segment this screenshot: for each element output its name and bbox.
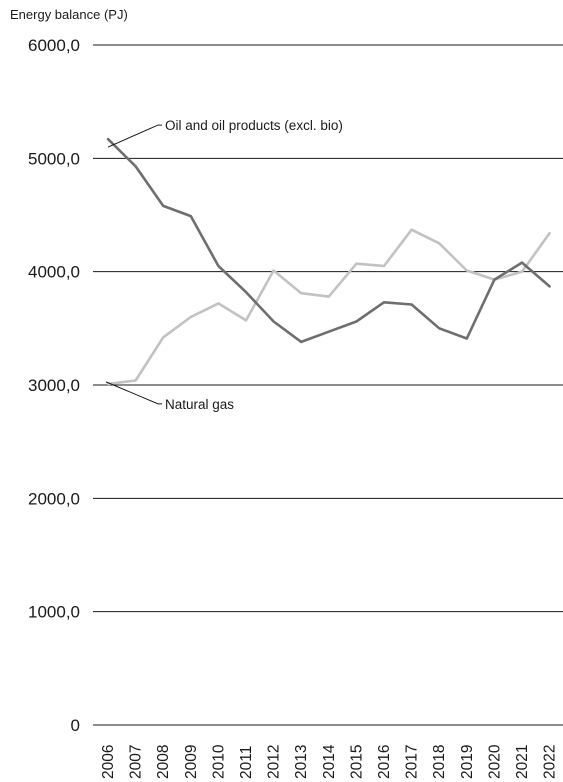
x-tick-label: 2008 — [155, 745, 172, 779]
y-tick-label: 5000,0 — [28, 149, 80, 168]
x-tick-label: 2009 — [183, 745, 200, 779]
y-tick-label: 0 — [71, 716, 80, 735]
series-line — [106, 228, 551, 386]
y-tick-label: 2000,0 — [28, 489, 80, 508]
series-label: Oil and oil products (excl. bio) — [165, 118, 343, 133]
x-tick-label: 2020 — [486, 744, 503, 779]
y-tick-label: 4000,0 — [28, 263, 80, 282]
series-annotations: Oil and oil products (excl. bio) Natural … — [105, 118, 343, 412]
series-label: Natural gas — [165, 397, 234, 412]
y-tick-label: 6000,0 — [28, 36, 80, 55]
x-tick-label: 2006 — [100, 745, 117, 779]
x-tick-label: 2011 — [238, 746, 255, 779]
x-tick-label: 2017 — [404, 745, 421, 779]
x-axis-ticks: 2006 2007 2008 2009 2010 2011 2012 2013 2014 2015… — [100, 744, 559, 779]
x-tick-label: 2013 — [293, 745, 310, 779]
x-tick-label: 2012 — [266, 745, 283, 779]
x-tick-label: 2007 — [128, 745, 145, 779]
x-tick-label: 2015 — [348, 745, 365, 779]
x-tick-label: 2018 — [431, 745, 448, 779]
series-lines — [106, 137, 551, 386]
y-tick-label: 1000,0 — [28, 603, 80, 622]
x-tick-label: 2014 — [321, 744, 338, 779]
annotation-leader — [107, 124, 162, 148]
x-tick-label: 2019 — [459, 745, 476, 779]
y-tick-label: 3000,0 — [28, 376, 80, 395]
x-tick-label: 2022 — [542, 745, 559, 779]
annotation-leader — [105, 381, 162, 405]
grid-lines — [93, 44, 563, 726]
series-line — [106, 137, 551, 344]
x-tick-label: 2021 — [514, 745, 531, 779]
x-tick-label: 2010 — [210, 744, 227, 779]
y-axis-title: Energy balance (PJ) — [10, 7, 128, 22]
y-axis-ticks: 0 1000,0 2000,0 3000,0 4000,0 5000,0 6000,0 — [28, 36, 80, 735]
x-tick-label: 2016 — [376, 745, 393, 779]
